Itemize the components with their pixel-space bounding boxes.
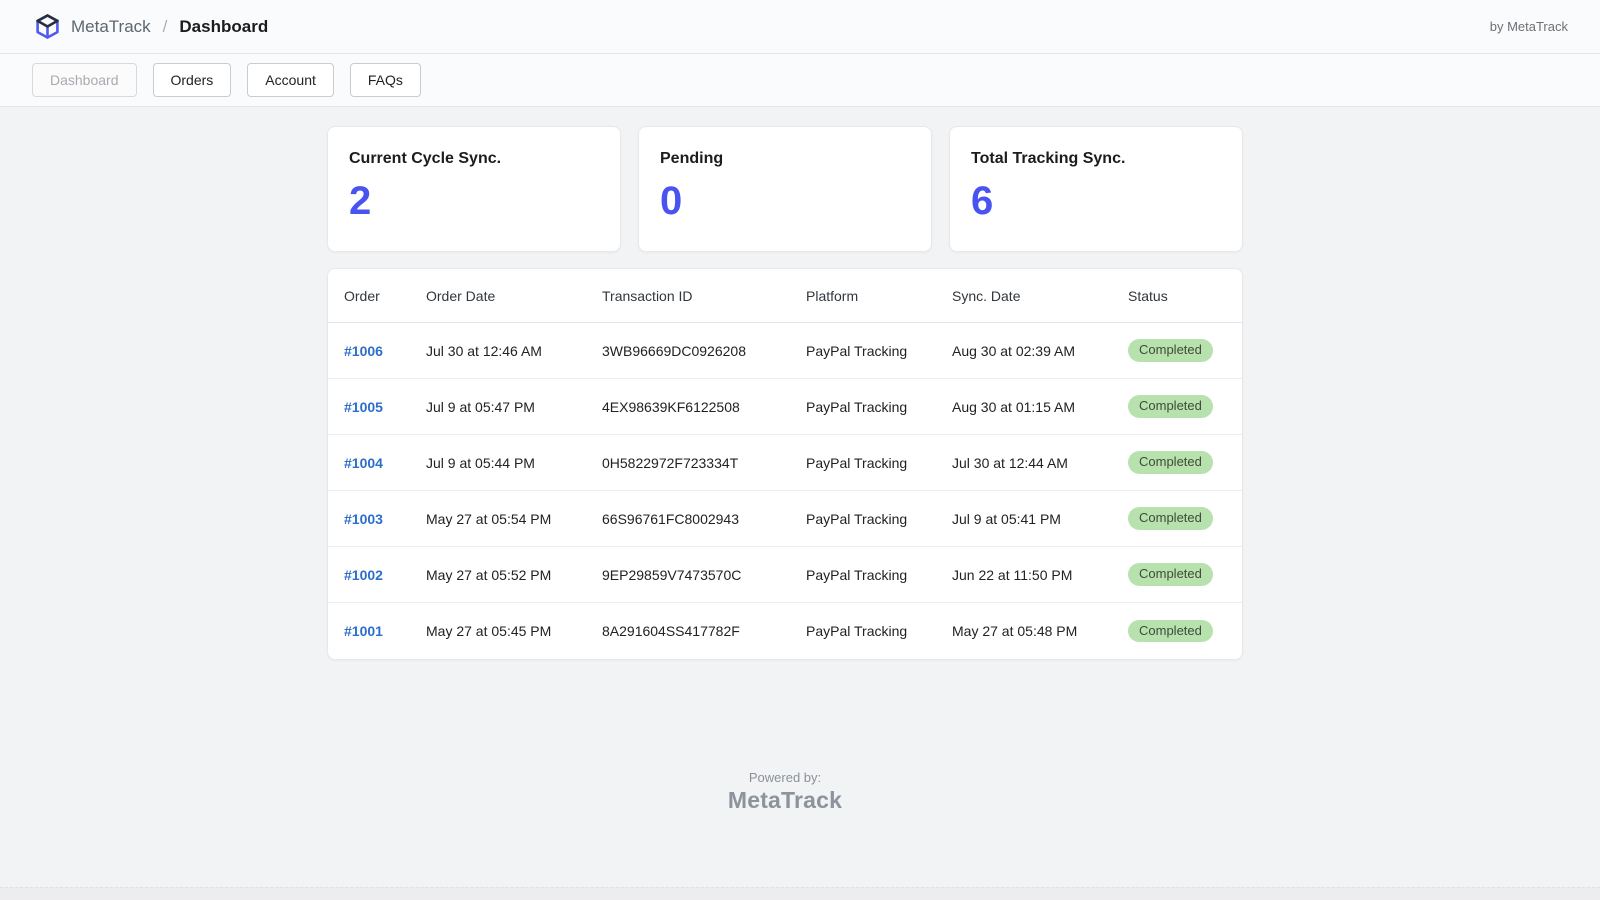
- platform-cell: PayPal Tracking: [806, 510, 908, 527]
- table-row: #1003 May 27 at 05:54 PM 66S96761FC80029…: [328, 491, 1242, 547]
- platform-cell: PayPal Tracking: [806, 623, 908, 639]
- transaction-id-cell: 3WB96669DC0926208: [602, 342, 746, 359]
- transaction-id-cell: 0H5822972F723334T: [602, 454, 739, 471]
- cube-logo-icon: [34, 13, 61, 40]
- powered-by-label: Powered by:: [748, 770, 822, 785]
- breadcrumb-app-name[interactable]: MetaTrack: [71, 16, 151, 36]
- platform-cell: PayPal Tracking: [806, 454, 908, 471]
- page-title: Dashboard: [179, 16, 269, 36]
- sync-date-cell: Aug 30 at 02:39 AM: [952, 342, 1075, 359]
- table-header-status: Status: [1128, 287, 1168, 304]
- stat-card-value: 2: [349, 179, 372, 223]
- page-footer: Powered by: MetaTrack: [327, 770, 1243, 814]
- sync-date-cell: Jul 9 at 05:41 PM: [952, 510, 1061, 527]
- order-link[interactable]: #1005: [344, 398, 383, 415]
- stat-card-title: Total Tracking Sync.: [971, 150, 1126, 167]
- table-row: #1002 May 27 at 05:52 PM 9EP29859V747357…: [328, 547, 1242, 603]
- sync-date-cell: Jun 22 at 11:50 PM: [952, 566, 1073, 583]
- stat-card-current-cycle: Current Cycle Sync. 2: [327, 126, 621, 252]
- table-header-order-date: Order Date: [426, 287, 496, 304]
- tab-orders[interactable]: Orders: [152, 63, 232, 97]
- order-date-cell: Jul 9 at 05:47 PM: [426, 398, 535, 415]
- stat-card-title: Current Cycle Sync.: [349, 150, 502, 167]
- byline-text: by MetaTrack: [1489, 19, 1568, 34]
- transaction-id-cell: 66S96761FC8002943: [602, 510, 740, 527]
- order-link[interactable]: #1001: [344, 623, 383, 639]
- order-date-cell: Jul 9 at 05:44 PM: [426, 454, 535, 471]
- tab-dashboard[interactable]: Dashboard: [32, 63, 137, 97]
- order-link[interactable]: #1006: [344, 342, 383, 359]
- table-row: #1006 Jul 30 at 12:46 AM 3WB96669DC09262…: [328, 323, 1242, 379]
- status-badge: Completed: [1128, 451, 1213, 474]
- nav-tab-bar: Dashboard Orders Account FAQs: [0, 54, 1600, 107]
- tab-faqs[interactable]: FAQs: [349, 63, 421, 97]
- stat-card-value: 0: [660, 179, 683, 223]
- table-row: #1005 Jul 9 at 05:47 PM 4EX98639KF612250…: [328, 379, 1242, 435]
- status-badge: Completed: [1128, 507, 1213, 530]
- table-row: #1001 May 27 at 05:45 PM 8A291604SS41778…: [328, 603, 1242, 659]
- order-link[interactable]: #1003: [344, 510, 383, 527]
- main-content: Current Cycle Sync. 2 Pending 0 Total Tr…: [327, 107, 1243, 814]
- sync-date-cell: Aug 30 at 01:15 AM: [952, 398, 1075, 415]
- order-date-cell: May 27 at 05:52 PM: [426, 566, 552, 583]
- tab-account[interactable]: Account: [247, 63, 334, 97]
- stat-cards-row: Current Cycle Sync. 2 Pending 0 Total Tr…: [327, 126, 1243, 252]
- order-date-cell: Jul 30 at 12:46 AM: [426, 342, 542, 359]
- order-link[interactable]: #1004: [344, 454, 383, 471]
- table-header-row: Order Order Date Transaction ID Platform…: [328, 269, 1242, 323]
- stat-card-value: 6: [971, 179, 994, 223]
- footer-brand: MetaTrack: [727, 787, 843, 813]
- transaction-id-cell: 8A291604SS417782F: [602, 623, 740, 639]
- breadcrumb-separator: /: [162, 16, 168, 36]
- transaction-id-cell: 4EX98639KF6122508: [602, 398, 740, 415]
- table-row: #1004 Jul 9 at 05:44 PM 0H5822972F723334…: [328, 435, 1242, 491]
- platform-cell: PayPal Tracking: [806, 566, 908, 583]
- orders-table: Order Order Date Transaction ID Platform…: [327, 268, 1243, 660]
- status-badge: Completed: [1128, 563, 1213, 586]
- stat-card-pending: Pending 0: [638, 126, 932, 252]
- table-header-transaction-id: Transaction ID: [602, 287, 693, 304]
- order-date-cell: May 27 at 05:54 PM: [426, 510, 552, 527]
- status-badge: Completed: [1128, 395, 1213, 418]
- sync-date-cell: May 27 at 05:48 PM: [952, 623, 1078, 639]
- table-header-order: Order: [344, 287, 380, 304]
- bottom-scroll-gutter: [0, 887, 1600, 900]
- platform-cell: PayPal Tracking: [806, 342, 908, 359]
- stat-card-title: Pending: [660, 150, 724, 167]
- platform-cell: PayPal Tracking: [806, 398, 908, 415]
- transaction-id-cell: 9EP29859V7473570C: [602, 566, 742, 583]
- sync-date-cell: Jul 30 at 12:44 AM: [952, 454, 1068, 471]
- breadcrumb: MetaTrack / Dashboard: [34, 13, 1490, 40]
- app-header: MetaTrack / Dashboard by MetaTrack: [0, 0, 1600, 54]
- order-link[interactable]: #1002: [344, 566, 383, 583]
- stat-card-total-tracking: Total Tracking Sync. 6: [949, 126, 1243, 252]
- order-date-cell: May 27 at 05:45 PM: [426, 623, 552, 639]
- status-badge: Completed: [1128, 619, 1213, 643]
- status-badge: Completed: [1128, 339, 1213, 362]
- table-header-platform: Platform: [806, 287, 859, 304]
- table-header-sync-date: Sync. Date: [952, 287, 1021, 304]
